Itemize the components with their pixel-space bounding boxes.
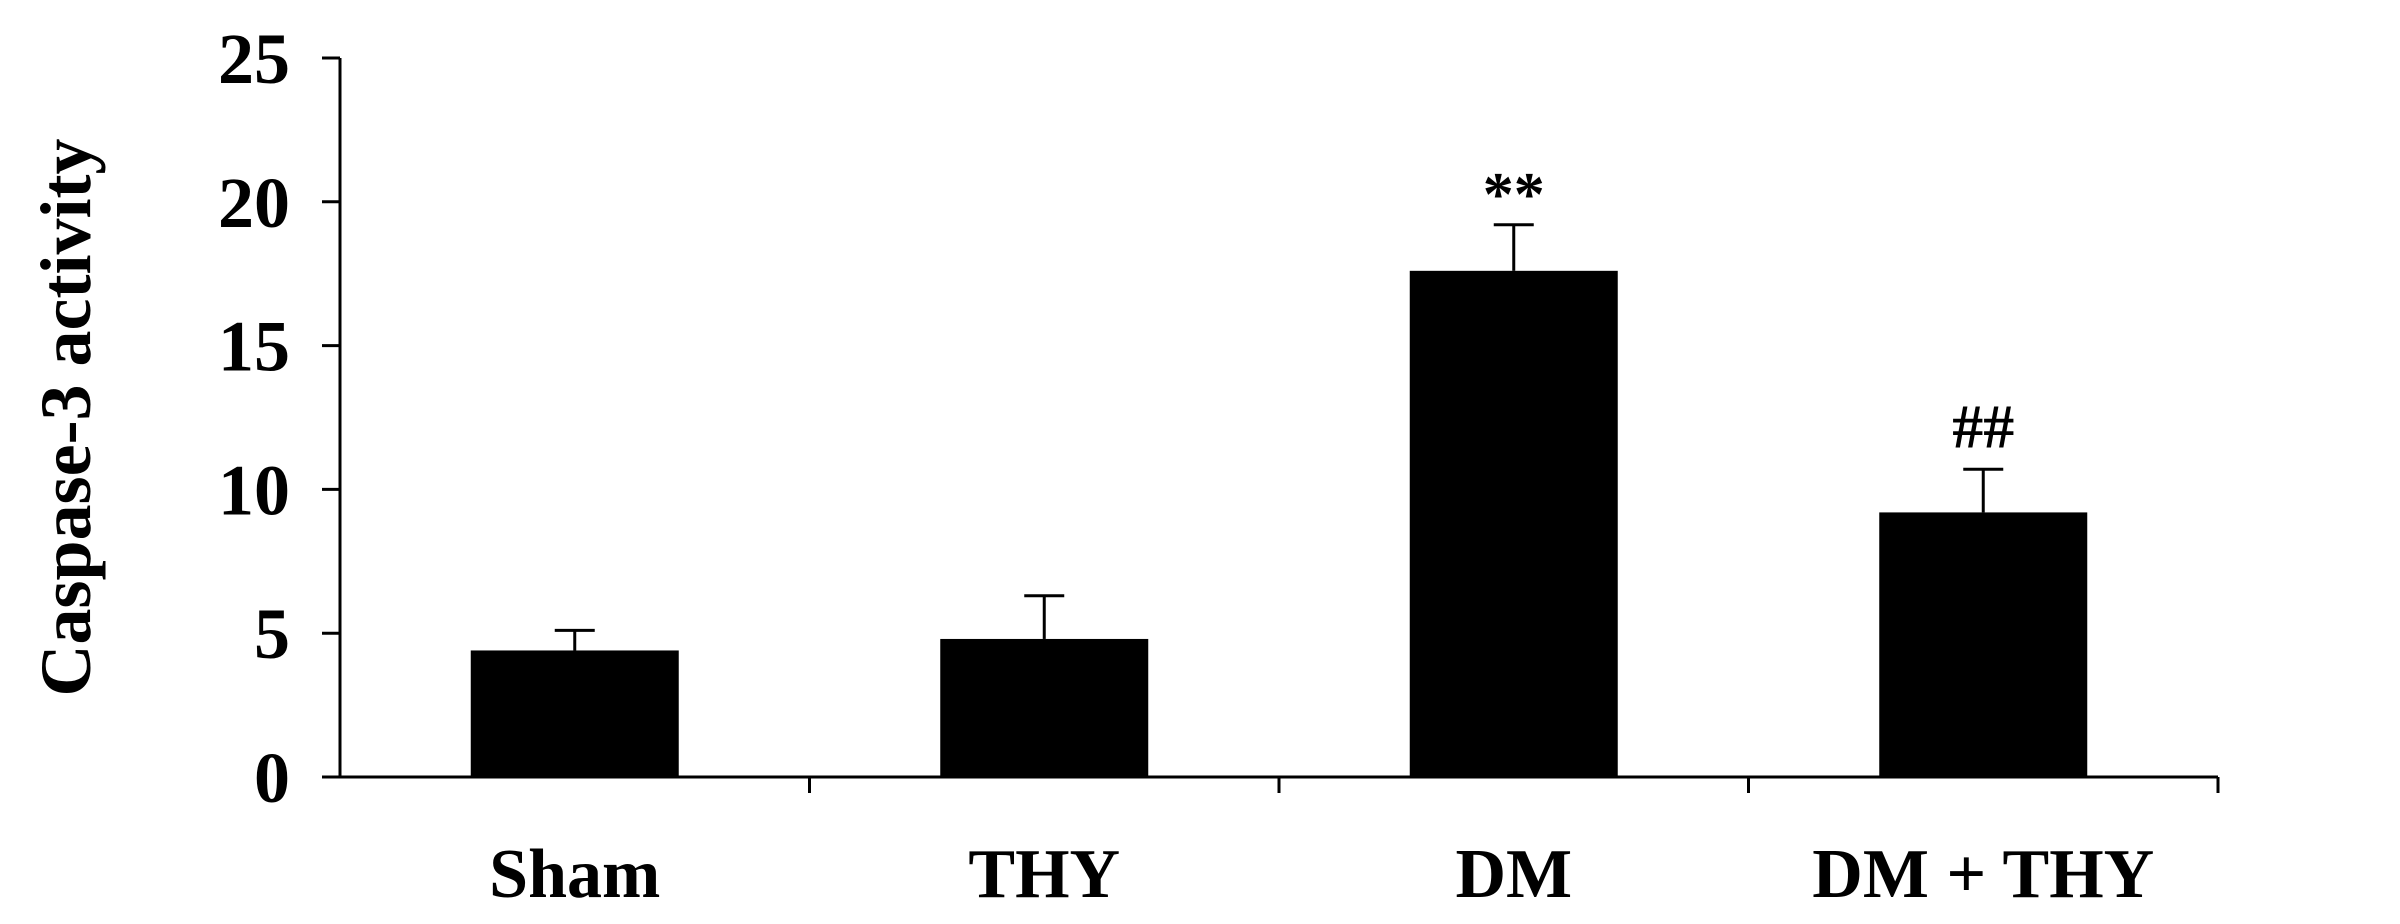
y-tick-label: 5 [254, 594, 290, 674]
annotations: ** ## [1483, 161, 2015, 461]
category-label: THY [968, 836, 1120, 913]
bar [470, 650, 679, 777]
category-label: DM [1455, 836, 1572, 913]
bars [470, 270, 2088, 777]
y-ticks: 0 5 10 15 20 25 [218, 19, 340, 818]
y-tick-label: 15 [218, 307, 290, 387]
y-tick-label: 25 [218, 19, 290, 99]
y-tick-label: 20 [218, 163, 290, 243]
error-bars [554, 223, 2004, 651]
category-labels: Sham THY DM DM + THY [489, 836, 2154, 913]
significance-annotation: ** [1483, 161, 1545, 229]
y-axis-title-group: Caspase-3 activity [26, 139, 106, 697]
category-label: Sham [489, 836, 660, 913]
bar [940, 638, 1149, 777]
bar [1879, 512, 2088, 777]
bar [1409, 270, 1618, 777]
x-ticks [808, 777, 2220, 793]
category-label: DM + THY [1812, 836, 2154, 913]
significance-annotation: ## [1952, 393, 2014, 461]
y-tick-label: 0 [254, 738, 290, 818]
y-axis-title: Caspase-3 activity [26, 139, 106, 697]
y-tick-label: 10 [218, 450, 290, 530]
